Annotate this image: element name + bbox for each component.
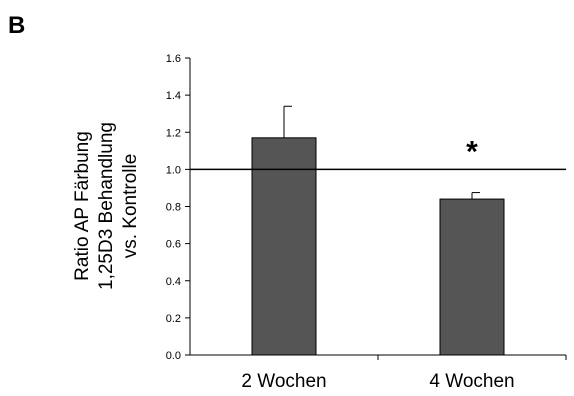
category-label: 2 Wochen: [241, 371, 326, 392]
y-tick-label: 0.0: [166, 350, 181, 362]
bar: [439, 198, 505, 356]
y-tick-label: 0.8: [166, 202, 181, 214]
y-tick-label: 1.0: [166, 164, 181, 176]
panel-label: B: [8, 12, 26, 39]
y-tick-label: 0.6: [166, 239, 181, 251]
y-tick-label: 1.2: [166, 127, 181, 139]
y-tick-label: 0.4: [166, 276, 181, 288]
y-axis-label: Ratio AP Färbung: [72, 131, 93, 281]
y-tick-label: 1.6: [166, 53, 181, 65]
significance-marker: *: [466, 135, 478, 168]
y-tick-label: 0.2: [166, 313, 181, 325]
plot-area: 0.0 0.2 0.4 0.6 0.8 1.0 1.2 1.4 1.6 2 Wochen 4 Woc…: [72, 53, 567, 392]
y-axis-label: 1,25D3 Behandlung: [96, 122, 117, 290]
bar: [251, 137, 317, 356]
y-axis-label: vs. Kontrolle: [120, 154, 141, 259]
y-tick-label: 1.4: [166, 90, 181, 102]
category-label: 4 Wochen: [429, 371, 514, 392]
